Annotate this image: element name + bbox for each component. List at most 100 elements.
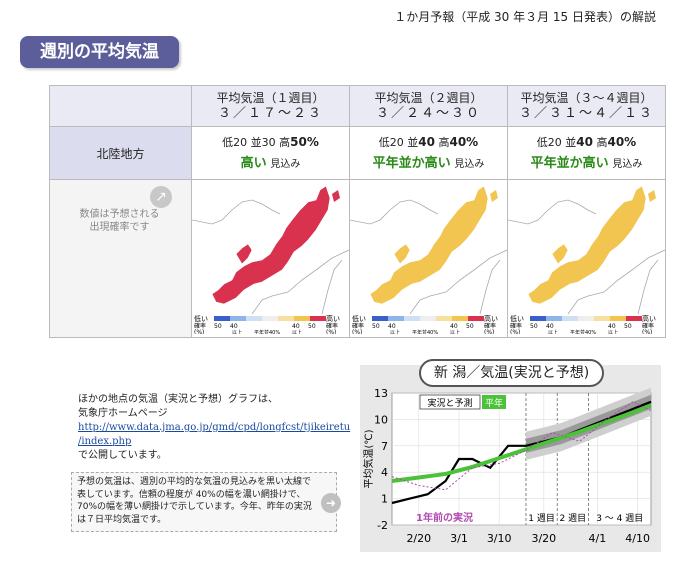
table-corner bbox=[49, 85, 192, 127]
section-title: 週別の平均気温 bbox=[20, 36, 179, 68]
x-tick-label: 2/20 bbox=[406, 532, 431, 545]
legend-50: 50 bbox=[466, 323, 474, 330]
x-tick-label: 3/1 bbox=[450, 532, 468, 545]
legend-ijo: 以上 bbox=[292, 329, 302, 334]
legend-swatch bbox=[626, 316, 642, 321]
legend-mid: 平年並40% bbox=[570, 329, 596, 334]
legend-swatch bbox=[214, 316, 230, 321]
legend-40: 40 bbox=[388, 323, 396, 330]
legend-norm-label: 平年 bbox=[485, 397, 503, 409]
legend-prob: 確率 bbox=[194, 322, 206, 330]
legend-50: 50 bbox=[624, 323, 632, 330]
x-tick-label: 4/10 bbox=[625, 532, 650, 545]
jma-link[interactable]: http://www.data.jma.go.jp/gmd/cpd/longfc… bbox=[78, 422, 351, 433]
prefecture-border bbox=[321, 259, 343, 315]
noto-peninsula bbox=[235, 243, 253, 265]
x-tick-label: 3/10 bbox=[487, 532, 512, 545]
graph-title: 新 潟／気温(実況と予想) bbox=[419, 359, 604, 387]
legend-swatch bbox=[310, 316, 326, 321]
legend-swatch bbox=[262, 316, 278, 321]
legend-50: 50 bbox=[308, 323, 316, 330]
legend-swatch bbox=[594, 316, 610, 321]
col-header-week2: 平均気温（２週目） ３／２４～３０ bbox=[349, 85, 508, 127]
legend-obs-box bbox=[419, 394, 481, 410]
legend-swatch bbox=[546, 316, 562, 321]
prefecture-border bbox=[567, 249, 666, 315]
legend-swatch bbox=[404, 316, 420, 321]
legend-50: 50 bbox=[214, 323, 222, 330]
legend-high: 高い bbox=[326, 314, 340, 323]
prefecture-border bbox=[409, 249, 508, 315]
noto-peninsula bbox=[551, 243, 569, 265]
legend-norm-box bbox=[482, 395, 506, 409]
legend-pct: (%) bbox=[326, 329, 336, 334]
col-header-week1: 平均気温（１週目） ３／１７～２３ bbox=[191, 85, 350, 127]
legend-swatch bbox=[278, 316, 294, 321]
legend-swatch bbox=[578, 316, 594, 321]
arrow-right-icon: ➜ bbox=[321, 493, 341, 513]
legend-pct: (%) bbox=[484, 329, 494, 334]
x-tick-label: 4/1 bbox=[589, 532, 607, 545]
y-tick-label: -2 bbox=[377, 519, 388, 532]
map-week34: 平均気温（3～4週目）低い高い確率(%)5040以上平年並40%4050以上確率… bbox=[507, 179, 670, 338]
week34-label: 3 ～ 4 週目 bbox=[596, 513, 643, 524]
legend-high: 高い bbox=[642, 314, 656, 323]
hokuriku-region bbox=[527, 185, 647, 305]
legend-ijo: 以上 bbox=[390, 329, 400, 334]
legend-ijo: 以上 bbox=[608, 329, 618, 334]
legend-40: 40 bbox=[292, 323, 300, 330]
legend-40: 40 bbox=[608, 323, 616, 330]
legend-40: 40 bbox=[230, 323, 238, 330]
legend-high: 高い bbox=[484, 314, 498, 323]
legend-mid: 平年並40% bbox=[254, 329, 280, 334]
hokuriku-region bbox=[369, 185, 489, 305]
coastline bbox=[349, 199, 439, 225]
legend-swatch bbox=[452, 316, 468, 321]
legend-low: 低い bbox=[194, 314, 208, 323]
legend-40: 40 bbox=[546, 323, 554, 330]
legend-swatch bbox=[372, 316, 388, 321]
legend-prob: 確率 bbox=[510, 322, 522, 330]
legend-swatch bbox=[230, 316, 246, 321]
map-week2: 平均気温（２週目）低い高い確率(%)5040以上平年並40%4050以上確率(%… bbox=[349, 179, 508, 338]
arrow-up-right-icon: ↗ bbox=[150, 186, 172, 208]
legend-swatch bbox=[468, 316, 484, 321]
legend-swatch bbox=[246, 316, 262, 321]
prefecture-border bbox=[479, 259, 501, 315]
sado-island bbox=[648, 190, 656, 202]
legend-swatch bbox=[436, 316, 452, 321]
legend-pct: (%) bbox=[642, 329, 652, 334]
legend-40: 40 bbox=[450, 323, 458, 330]
legend-prob: 確率 bbox=[326, 322, 338, 330]
hokuriku-region bbox=[211, 185, 331, 305]
legend-low: 低い bbox=[510, 314, 524, 323]
week2-label: 2 週目 bbox=[560, 513, 587, 524]
legend-swatch bbox=[388, 316, 404, 321]
region-label: 北陸地方 bbox=[49, 126, 192, 180]
forecast-cell-week1: 低20 並30 高50% 高い 見込み bbox=[191, 126, 350, 180]
jma-link-cont[interactable]: /index.php bbox=[78, 436, 132, 447]
forecast-cell-week2: 低20 並40 高40% 平年並か高い 見込み bbox=[349, 126, 508, 180]
legend-prob: 確率 bbox=[352, 322, 364, 330]
legend-swatch bbox=[610, 316, 626, 321]
probability-note: 数値は予想される 出現確率です bbox=[79, 209, 160, 233]
legend-swatch bbox=[562, 316, 578, 321]
coastline bbox=[507, 199, 597, 225]
legend-prob: 確率 bbox=[642, 322, 654, 330]
legend-mid: 平年並40% bbox=[412, 329, 438, 334]
y-tick-label: 7 bbox=[381, 440, 388, 453]
coastline bbox=[191, 199, 281, 225]
series-line-last-year bbox=[391, 401, 652, 491]
legend-pct: (%) bbox=[510, 329, 520, 334]
y-tick-label: 13 bbox=[374, 387, 388, 400]
y-tick-label: 4 bbox=[381, 466, 388, 479]
legend-pct: (%) bbox=[352, 329, 362, 334]
sado-island bbox=[332, 190, 340, 202]
sado-island bbox=[490, 190, 498, 202]
legend-obs-label: 実況と予測 bbox=[427, 397, 472, 409]
series-line-normal bbox=[391, 403, 652, 483]
legend-swatch bbox=[420, 316, 436, 321]
legend-ijo: 以上 bbox=[450, 329, 460, 334]
legend-50: 50 bbox=[530, 323, 538, 330]
graph-link-text: ほかの地点の気温（実況と予想）グラフは、 気象庁ホームページ http://ww… bbox=[78, 394, 351, 461]
